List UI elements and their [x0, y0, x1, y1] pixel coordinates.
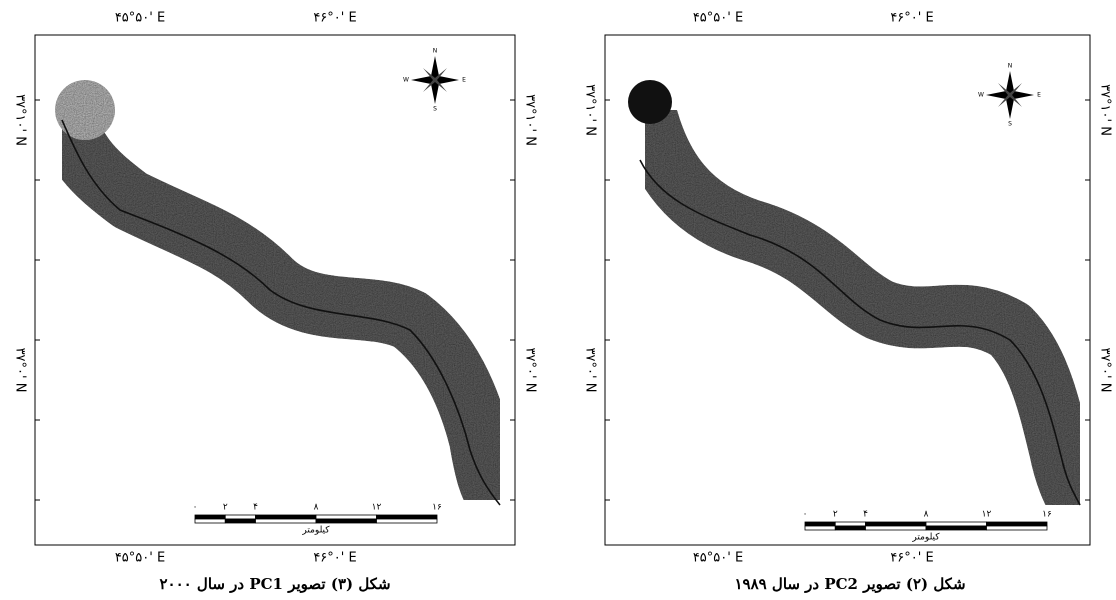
- scale-segment: [986, 525, 1048, 531]
- scale-tick-label: ۱۲: [982, 510, 992, 520]
- caption: شکل (۳) تصویر PC1 در سال ۲۰۰۰: [159, 575, 390, 593]
- scale-segment: [255, 514, 317, 520]
- scale-segment: [986, 521, 1048, 527]
- scale-tick-label: ۲: [223, 503, 228, 513]
- left-coordinate: ۳۷°۱۰' N: [13, 94, 28, 146]
- scale-tick-label: ۴: [253, 503, 258, 513]
- scale-tick-label: ۱۶: [432, 503, 442, 513]
- scale-segment: [804, 521, 836, 527]
- scale-tick-label: ۸: [924, 510, 929, 520]
- scale-tick-label: ۱۲: [372, 503, 382, 513]
- bottom-coordinate: ۴۶°۰' E: [313, 551, 356, 566]
- top-coordinate: ۴۶°۰' E: [890, 11, 933, 26]
- compass-label: E: [1037, 92, 1041, 99]
- top-coordinate: ۴۵°۵۰' E: [115, 11, 165, 26]
- bottom-coordinate: ۴۵°۵۰' E: [693, 551, 743, 566]
- scale-segment: [834, 525, 866, 531]
- compass-label: S: [1008, 121, 1012, 128]
- scale-unit: کیلومتر: [911, 533, 940, 543]
- scale-segment: [194, 514, 226, 520]
- dark-area: [628, 80, 672, 124]
- scale-tick-label: ۰: [193, 503, 198, 513]
- compass-label: N: [433, 48, 438, 55]
- right-coordinate: ۳۷°۰' N: [1098, 348, 1113, 393]
- scale-tick-label: ۴: [863, 510, 868, 520]
- scale-segment: [194, 518, 226, 524]
- compass-label: W: [403, 77, 409, 84]
- right-coordinate: ۳۷°۱۰' N: [1098, 84, 1113, 136]
- river: [639, 159, 1081, 506]
- scale-unit: کیلومتر: [301, 526, 330, 536]
- left-coordinate: ۳۷°۱۰' N: [583, 84, 598, 136]
- image-swath: [31, 69, 531, 531]
- compass-star: [998, 83, 1022, 107]
- compass-label: N: [1008, 63, 1013, 70]
- river: [61, 119, 501, 506]
- compass-label: S: [433, 106, 437, 113]
- caption: شکل (۲) تصویر PC2 در سال ۱۹۸۹: [734, 575, 965, 593]
- bottom-coordinate: ۴۶°۰' E: [890, 551, 933, 566]
- scale-segment: [865, 525, 927, 531]
- scale-segment: [804, 525, 836, 531]
- bottom-coordinate: ۴۵°۵۰' E: [115, 551, 165, 566]
- scale-tick-label: ۰: [803, 510, 808, 520]
- scale-segment: [925, 525, 987, 531]
- right-coordinate: ۳۷°۰' N: [523, 348, 538, 393]
- left-coordinate: ۳۷°۰' N: [13, 348, 28, 393]
- map-panel: ۴۵°۵۰' E ۴۵°۵۰' E ۴۶°۰' E ۴۶°۰' E ۳۷°۱۰' N ۳۷…: [13, 11, 538, 594]
- top-coordinate: ۴۶°۰' E: [313, 11, 356, 26]
- scale-segment: [255, 518, 317, 524]
- right-coordinate: ۳۷°۱۰' N: [523, 94, 538, 146]
- compass-star: [423, 68, 447, 92]
- map-panel: ۴۵°۵۰' E ۴۵°۵۰' E ۴۶°۰' E ۴۶°۰' E ۳۷°۱۰' N ۳۷…: [583, 11, 1113, 594]
- scale-segment: [865, 521, 927, 527]
- scale-segment: [224, 514, 256, 520]
- scale-segment: [376, 514, 438, 520]
- left-coordinate: ۳۷°۰' N: [583, 348, 598, 393]
- scale-segment: [376, 518, 438, 524]
- compass-label: W: [978, 92, 984, 99]
- scale-segment: [315, 518, 377, 524]
- scale-tick-label: ۱۶: [1042, 510, 1052, 520]
- scale-segment: [315, 514, 377, 520]
- scale-tick-label: ۸: [314, 503, 319, 513]
- scale-segment: [834, 521, 866, 527]
- scale-segment: [224, 518, 256, 524]
- compass-label: E: [462, 77, 466, 84]
- scale-tick-label: ۲: [833, 510, 838, 520]
- scale-segment: [925, 521, 987, 527]
- light-area: [55, 80, 115, 140]
- top-coordinate: ۴۵°۵۰' E: [693, 11, 743, 26]
